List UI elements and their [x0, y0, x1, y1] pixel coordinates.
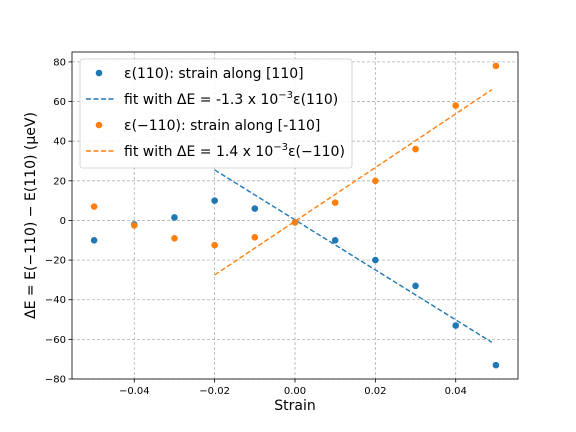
data-point-series-2	[331, 199, 339, 206]
data-point-series-2	[452, 102, 460, 109]
y-tick-label: −40	[45, 295, 66, 306]
data-point-series-0	[452, 322, 460, 329]
x-axis-ticks: −0.04 −0.02 0.00 0.02 0.04	[119, 379, 467, 397]
y-axis-title: ΔE = E(−110) − E(110) (μeV)	[23, 112, 39, 319]
data-point-series-0	[171, 214, 178, 221]
x-axis-title: Strain	[274, 398, 315, 414]
y-tick-label: 80	[53, 57, 66, 68]
data-point-series-0	[211, 197, 218, 204]
y-tick-label: 60	[53, 97, 66, 108]
data-point-series-0	[331, 236, 339, 244]
legend-label: fit with ΔE = -1.3 x 10−3ε(110)	[124, 90, 338, 108]
y-tick-label: 0	[60, 216, 66, 227]
legend-label: ε(−110): strain along [-110]	[124, 118, 320, 134]
data-point-series-2	[130, 222, 138, 229]
x-tick-label: 0.04	[445, 386, 467, 397]
data-point-series-2	[492, 62, 500, 70]
data-point-series-0	[251, 205, 259, 212]
y-tick-label: −20	[45, 256, 66, 267]
x-tick-label: −0.02	[199, 386, 230, 397]
y-tick-label: −60	[45, 335, 66, 346]
y-tick-label: 40	[53, 137, 66, 148]
data-points	[90, 62, 500, 369]
data-point-series-0	[412, 282, 419, 290]
x-tick-label: −0.04	[119, 386, 150, 397]
legend-marker	[95, 121, 103, 129]
x-tick-label: 0.00	[284, 386, 306, 397]
fit-lines	[214, 89, 493, 343]
legend-label: ε(110): strain along [110]	[124, 66, 304, 82]
data-point-series-2	[412, 145, 419, 153]
data-point-series-2	[90, 203, 98, 210]
data-point-series-2	[291, 219, 299, 226]
fit-line-1	[214, 169, 493, 343]
y-axis-ticks: −80 −60 −40 −20 0 20 40 60 80	[45, 57, 72, 386]
data-point-series-2	[251, 234, 259, 241]
data-point-series-2	[171, 234, 178, 242]
y-tick-label: −80	[45, 375, 66, 386]
legend: ε(110): strain along [110] fit with ΔE = …	[79, 58, 353, 169]
legend-label: fit with ΔE = 1.4 x 10−3ε(−110)	[124, 142, 345, 160]
data-point-series-0	[492, 361, 500, 369]
x-tick-label: 0.02	[364, 386, 386, 397]
data-point-series-0	[372, 256, 379, 264]
data-point-series-2	[211, 241, 218, 249]
data-point-series-2	[372, 177, 379, 185]
data-point-series-0	[90, 236, 98, 244]
legend-box	[79, 58, 353, 169]
y-tick-label: 20	[53, 176, 66, 187]
fit-line-3	[214, 89, 493, 276]
legend-marker	[95, 69, 103, 77]
